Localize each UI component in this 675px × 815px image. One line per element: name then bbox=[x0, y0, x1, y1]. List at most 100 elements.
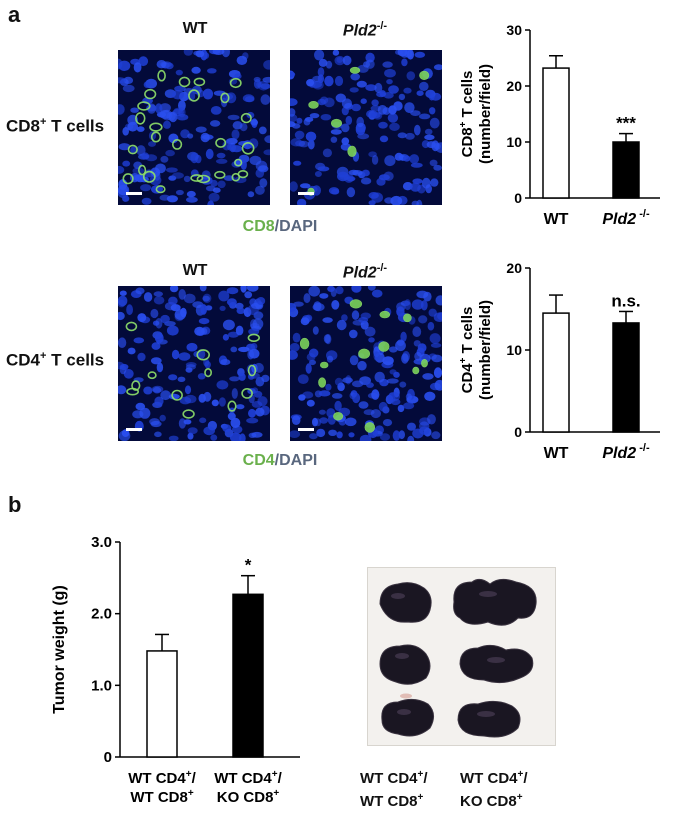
nucleus bbox=[312, 417, 318, 427]
nucleus bbox=[248, 348, 260, 359]
nucleus bbox=[263, 60, 270, 70]
micrograph-cd4-ko bbox=[290, 286, 442, 441]
nucleus bbox=[306, 79, 315, 87]
nucleus bbox=[236, 307, 245, 314]
x-tick-label: WT CD4+/ bbox=[128, 769, 196, 787]
nucleus bbox=[153, 291, 163, 297]
nucleus bbox=[426, 141, 436, 149]
nucleus bbox=[122, 127, 129, 136]
y-label-line1: Tumor weight (g) bbox=[51, 585, 68, 714]
nucleus bbox=[160, 390, 171, 401]
nucleus bbox=[425, 184, 432, 194]
nucleus bbox=[366, 109, 378, 119]
nucleus bbox=[419, 81, 429, 91]
nucleus bbox=[222, 424, 232, 433]
nucleus bbox=[318, 390, 331, 397]
micrograph-cd8-ko bbox=[290, 50, 442, 205]
nucleus bbox=[172, 172, 184, 179]
nucleus bbox=[247, 191, 255, 198]
bar bbox=[232, 593, 264, 758]
nucleus bbox=[358, 317, 369, 323]
nucleus bbox=[118, 179, 128, 190]
nucleus bbox=[364, 326, 376, 337]
nucleus bbox=[127, 347, 136, 355]
nucleus bbox=[168, 435, 179, 441]
nucleus bbox=[166, 167, 178, 173]
chart-cd8-counts: 0 10 20 30 CD8+ T cells(number/field) WT *** Pl… bbox=[460, 22, 660, 228]
bar bbox=[542, 312, 570, 433]
stained-cell bbox=[227, 400, 237, 412]
nucleus bbox=[235, 325, 244, 336]
nucleus bbox=[387, 392, 396, 403]
nucleus bbox=[250, 343, 258, 350]
nucleus bbox=[318, 58, 328, 67]
y-tick-label: 3.0 bbox=[91, 534, 112, 551]
col-title-ko-1: Pld2-/- bbox=[342, 20, 388, 40]
nucleus bbox=[363, 409, 375, 416]
nucleus bbox=[365, 52, 375, 63]
nucleus bbox=[126, 304, 133, 316]
nucleus bbox=[218, 397, 226, 407]
nucleus bbox=[418, 315, 428, 324]
nucleus bbox=[326, 408, 336, 418]
nucleus bbox=[221, 50, 230, 58]
nucleus bbox=[183, 293, 196, 304]
nucleus bbox=[414, 124, 421, 136]
nucleus bbox=[388, 85, 399, 94]
nucleus bbox=[118, 165, 125, 174]
nucleus bbox=[230, 417, 241, 428]
nucleus bbox=[191, 66, 201, 74]
nucleus bbox=[296, 117, 303, 124]
nucleus bbox=[140, 184, 152, 192]
nucleus bbox=[330, 136, 338, 143]
tumor-photo bbox=[367, 567, 556, 746]
stained-cell bbox=[127, 144, 138, 155]
nucleus bbox=[390, 195, 403, 205]
nucleus bbox=[255, 407, 265, 417]
nucleus bbox=[420, 300, 428, 311]
y-axis-label: Tumor weight (g) bbox=[51, 585, 68, 714]
nucleus bbox=[294, 130, 305, 140]
nucleus bbox=[430, 178, 439, 187]
nucleus bbox=[203, 426, 215, 436]
nucleus bbox=[290, 430, 301, 438]
stained-cell bbox=[378, 341, 390, 352]
nucleus bbox=[178, 418, 186, 429]
nucleus bbox=[118, 385, 127, 395]
stained-cell bbox=[379, 310, 391, 319]
nucleus bbox=[136, 126, 145, 132]
nucleus bbox=[376, 177, 386, 186]
nucleus bbox=[190, 152, 199, 164]
nucleus bbox=[416, 90, 424, 96]
nucleus bbox=[331, 300, 340, 310]
nucleus bbox=[412, 178, 423, 184]
nucleus bbox=[156, 60, 167, 69]
nucleus bbox=[374, 82, 383, 94]
nucleus bbox=[384, 68, 396, 78]
nucleus bbox=[234, 73, 242, 80]
nucleus bbox=[292, 332, 301, 343]
nucleus bbox=[143, 292, 153, 302]
nucleus bbox=[322, 317, 333, 323]
nucleus bbox=[222, 319, 235, 331]
nucleus bbox=[180, 307, 187, 318]
nucleus bbox=[256, 297, 266, 305]
nucleus bbox=[331, 188, 340, 195]
stained-cell bbox=[215, 137, 227, 148]
stained-cell bbox=[142, 170, 156, 183]
nucleus bbox=[316, 428, 326, 438]
chart-cd4-counts: 0 10 20 CD4+ T cells(number/field) WT n.s. Pld… bbox=[460, 260, 660, 462]
bar bbox=[612, 141, 640, 199]
nucleus bbox=[424, 134, 435, 141]
nucleus bbox=[377, 105, 388, 115]
nucleus bbox=[290, 108, 296, 117]
nucleus bbox=[210, 434, 218, 441]
nucleus bbox=[119, 290, 127, 296]
nucleus bbox=[210, 106, 222, 115]
nucleus bbox=[183, 50, 193, 56]
nucleus bbox=[305, 363, 312, 374]
nucleus bbox=[251, 401, 263, 408]
nucleus bbox=[231, 129, 240, 140]
nucleus bbox=[341, 314, 348, 322]
